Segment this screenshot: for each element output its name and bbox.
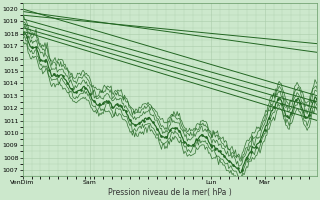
X-axis label: Pression niveau de la mer( hPa ): Pression niveau de la mer( hPa ) bbox=[108, 188, 232, 197]
